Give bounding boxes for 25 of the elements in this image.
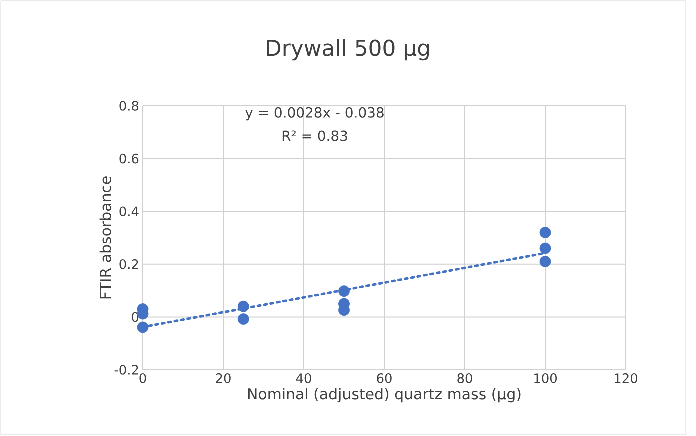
point: [540, 242, 552, 254]
x-tick-label: 40: [296, 374, 312, 384]
point: [137, 322, 149, 334]
point: [540, 227, 552, 238]
y-axis-title: FTIR absorbance: [100, 176, 112, 299]
point: [238, 314, 250, 326]
y-tick-label: 0.2: [120, 260, 138, 270]
y-tick-label: 0.4: [120, 206, 139, 217]
y-tick-label: 0: [132, 312, 139, 322]
x-tick-label: 80: [458, 374, 472, 384]
annotation: R² = 0.83: [282, 130, 348, 142]
y-tick-label: 0.8: [120, 101, 139, 111]
x-tick-label: 20: [216, 374, 231, 384]
x-tick-label: 0: [140, 374, 146, 384]
x-axis-title: Nominal (adjusted) quartz mass (µg): [248, 388, 521, 403]
y-tick-label: 0.6: [120, 154, 139, 164]
point: [238, 300, 250, 312]
annotation: y = 0.0028x - 0.038: [246, 107, 384, 121]
y-tick-label: -0.2: [114, 365, 138, 375]
x-tick-label: 120: [615, 374, 638, 384]
x-tick-label: 60: [377, 374, 392, 384]
chart-title: Drywall 500 µg: [267, 39, 430, 61]
point: [338, 286, 350, 298]
x-tick-label: 100: [534, 374, 557, 384]
point: [540, 256, 552, 268]
